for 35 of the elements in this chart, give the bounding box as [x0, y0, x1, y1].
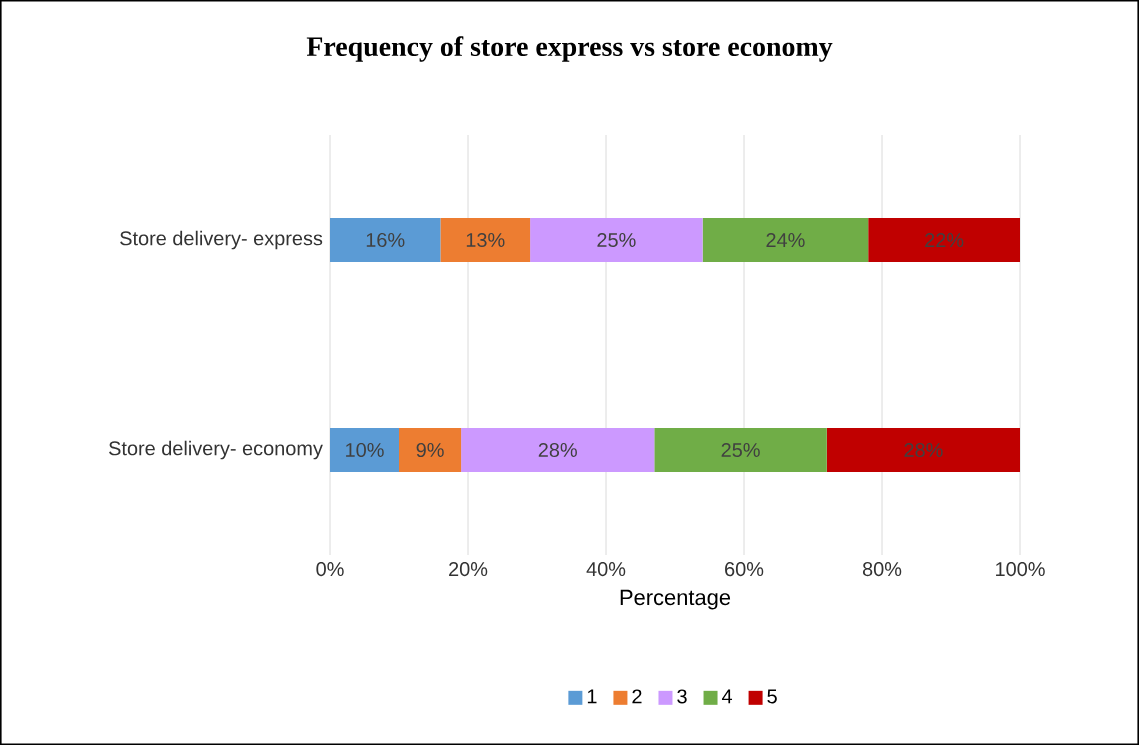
- bar: [330, 218, 441, 263]
- x-axis-title: Percentage: [620, 589, 731, 610]
- x-tick-label: 100%: [996, 562, 1045, 577]
- legend-label: 1: [587, 689, 597, 704]
- data-label: 13%: [466, 232, 505, 248]
- y-tick-label: Store delivery- express: [120, 230, 323, 250]
- bar: [440, 218, 531, 263]
- x-tick-label: 80%: [862, 562, 902, 577]
- data-label: 28%: [904, 442, 943, 458]
- x-tick-label: 60%: [725, 562, 764, 577]
- x-tick-label: 0%: [316, 562, 344, 577]
- bar: [461, 428, 655, 473]
- data-label: 22%: [925, 233, 964, 248]
- legend-label: 4: [721, 689, 733, 704]
- bar: [826, 428, 1021, 473]
- bar: [530, 218, 703, 263]
- legend-label: 3: [677, 689, 687, 704]
- data-label: 16%: [366, 232, 405, 248]
- legend-label: 2: [632, 689, 642, 704]
- x-tick-label: 40%: [586, 562, 626, 577]
- bar: [702, 218, 869, 263]
- y-tick-label: Store delivery- economy: [109, 440, 323, 460]
- chart-title: Frequency of store express vs store economy: [306, 36, 833, 62]
- bar: [330, 428, 399, 473]
- data-label: 24%: [766, 233, 805, 248]
- data-label: 28%: [538, 442, 577, 458]
- data-label: 9%: [416, 442, 444, 458]
- bar: [654, 428, 827, 473]
- legend-label: 5: [767, 689, 777, 704]
- data-label: 10%: [346, 442, 384, 458]
- bar: [868, 218, 1021, 263]
- x-tick-label: 20%: [449, 562, 488, 577]
- data-label: 25%: [597, 232, 636, 248]
- bar: [399, 428, 462, 473]
- data-label: 25%: [721, 442, 760, 458]
